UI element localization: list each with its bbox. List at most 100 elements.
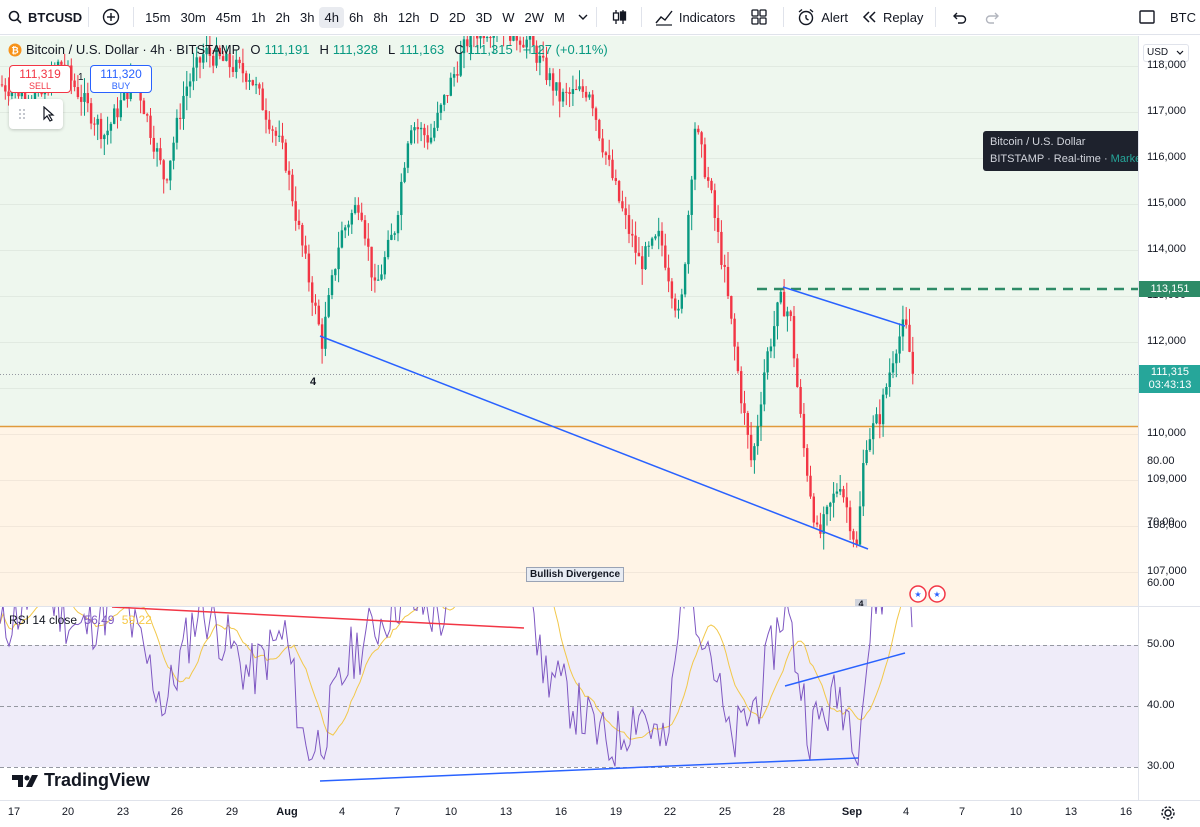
order-size[interactable]: 1 xyxy=(78,72,84,83)
timeframe-w[interactable]: W xyxy=(502,9,515,25)
candle-body xyxy=(578,86,581,90)
us-flag-event-icon[interactable] xyxy=(909,585,927,603)
compare-add-icon[interactable] xyxy=(101,7,121,27)
timeframe-d[interactable]: D xyxy=(429,9,439,25)
price-chart[interactable]: 4 ★ ★ 4 xyxy=(0,36,1138,606)
event-marker[interactable]: 4 xyxy=(858,599,863,606)
us-flag-event-icon[interactable] xyxy=(928,585,946,603)
cursor-arrow-icon[interactable] xyxy=(42,106,56,122)
redo-icon[interactable] xyxy=(984,8,1002,26)
candle-body xyxy=(0,84,4,86)
indicators-button[interactable]: Indicators xyxy=(648,8,741,26)
alert-button[interactable]: Alert xyxy=(790,7,854,27)
candle-body xyxy=(792,316,796,359)
candle-body xyxy=(492,36,495,38)
economic-event-markers[interactable]: ★ ★ xyxy=(909,585,946,603)
candle-body xyxy=(185,86,188,96)
price-tick-label: 112,000 xyxy=(1147,335,1186,347)
currency-selector[interactable]: USD xyxy=(1143,44,1189,62)
rsi-upper-trendline[interactable] xyxy=(784,652,906,687)
timeframe-2d[interactable]: 2D xyxy=(448,9,466,25)
candles-style-icon[interactable] xyxy=(609,7,629,27)
timeframe-6h[interactable]: 6h xyxy=(348,9,364,25)
time-tick-label: 28 xyxy=(772,806,786,818)
rsi-legend[interactable]: RSI 14 close 56.49 59.22 xyxy=(9,613,152,627)
candle-body xyxy=(297,220,301,225)
candle-body xyxy=(858,506,862,545)
timeframe-3h[interactable]: 3h xyxy=(300,9,315,25)
undo-icon[interactable] xyxy=(950,8,968,26)
price-tick-label: 117,000 xyxy=(1147,105,1186,117)
timeframe-1h[interactable]: 1h xyxy=(251,9,266,25)
candle-body xyxy=(693,128,697,180)
candle-body xyxy=(608,155,611,160)
candle-body xyxy=(116,108,119,118)
tradingview-logo[interactable]: TradingView xyxy=(12,770,150,791)
price-axis[interactable]: USD 118,000 117,000 116,000 115,000 114,000 1… xyxy=(1138,36,1200,606)
candle-body xyxy=(584,91,588,98)
candle-body xyxy=(462,39,466,54)
candle-body xyxy=(373,277,377,281)
candle-body xyxy=(281,135,284,143)
candle-body xyxy=(888,372,891,388)
timeframe-12h[interactable]: 12h xyxy=(397,9,420,25)
layouts-grid-icon[interactable] xyxy=(749,7,769,27)
candle-body xyxy=(307,253,311,283)
candle-body xyxy=(304,245,307,254)
timeframe-30m[interactable]: 30m xyxy=(180,9,206,25)
timeframe-2w[interactable]: 2W xyxy=(524,9,545,25)
symbol-search[interactable]: BTCUSD xyxy=(0,0,82,35)
drawing-cursor-toolbar[interactable] xyxy=(9,99,63,129)
timeframe-3d[interactable]: 3D xyxy=(475,9,493,25)
candle-body xyxy=(683,264,687,295)
legend-low-label: L xyxy=(387,42,396,57)
time-tick-label: 17 xyxy=(7,806,21,818)
candle-body xyxy=(149,115,152,138)
candle-body xyxy=(594,108,598,120)
bullish-divergence-label[interactable]: Bullish Divergence xyxy=(526,567,625,582)
falling-wedge-lower-trendline[interactable] xyxy=(319,335,869,550)
legend-title[interactable]: Bitcoin / U.S. Dollar · 4h · BITSTAMP xyxy=(26,42,241,57)
candle-body xyxy=(512,36,515,41)
timeframe-m[interactable]: M xyxy=(554,9,565,25)
candle-body xyxy=(812,496,815,523)
falling-wedge-upper-trendline[interactable] xyxy=(782,286,906,327)
candle-body xyxy=(697,128,700,133)
drag-handle-icon[interactable] xyxy=(17,107,27,121)
timeframe-15m[interactable]: 15m xyxy=(145,9,171,25)
candle-body xyxy=(604,152,608,156)
svg-text:★: ★ xyxy=(933,590,940,599)
time-tick-label: 4 xyxy=(902,806,910,818)
candle-body xyxy=(773,326,776,347)
settings-gear-icon[interactable] xyxy=(1160,805,1176,821)
pane-separator[interactable] xyxy=(0,606,1200,607)
candle-body xyxy=(449,77,452,96)
candle-body xyxy=(614,178,617,182)
price-tick-label: 108,000 xyxy=(1147,519,1187,531)
rsi-lower-trendline[interactable] xyxy=(319,757,859,782)
candle-body xyxy=(611,159,614,179)
rsi-chart[interactable] xyxy=(0,607,1138,800)
candle-body xyxy=(225,53,228,61)
timeframe-4h[interactable]: 4h xyxy=(319,6,344,28)
replay-button[interactable]: Replay xyxy=(854,9,929,25)
chevron-down-icon[interactable] xyxy=(576,10,590,24)
bearish-divergence-line[interactable] xyxy=(111,607,525,629)
time-axis[interactable]: 17 20 23 26 29 Aug 4 7 10 13 16 19 22 25 28 Sep 4 7 10 13 16 xyxy=(0,800,1200,827)
toolbar-divider xyxy=(88,7,90,27)
candle-body xyxy=(485,37,489,39)
search-icon xyxy=(8,10,22,24)
legend-close-value: 111,315 xyxy=(467,42,513,57)
fullscreen-icon[interactable] xyxy=(1138,8,1156,26)
right-symbol-label[interactable]: BTC xyxy=(1170,9,1196,25)
rsi-axis[interactable]: 80.00 70.00 60.00 50.00 40.00 30.00 xyxy=(1138,455,1200,800)
buy-button[interactable]: 111,320 BUY xyxy=(90,65,152,93)
timeframe-2h[interactable]: 2h xyxy=(275,9,290,25)
sell-button[interactable]: 111,319 SELL xyxy=(9,65,71,93)
candle-body xyxy=(426,135,429,143)
timeframe-45m[interactable]: 45m xyxy=(215,9,242,25)
replay-icon xyxy=(862,11,876,23)
timeframe-8h[interactable]: 8h xyxy=(373,9,388,25)
candle-body xyxy=(872,423,875,440)
candle-body xyxy=(627,215,631,234)
